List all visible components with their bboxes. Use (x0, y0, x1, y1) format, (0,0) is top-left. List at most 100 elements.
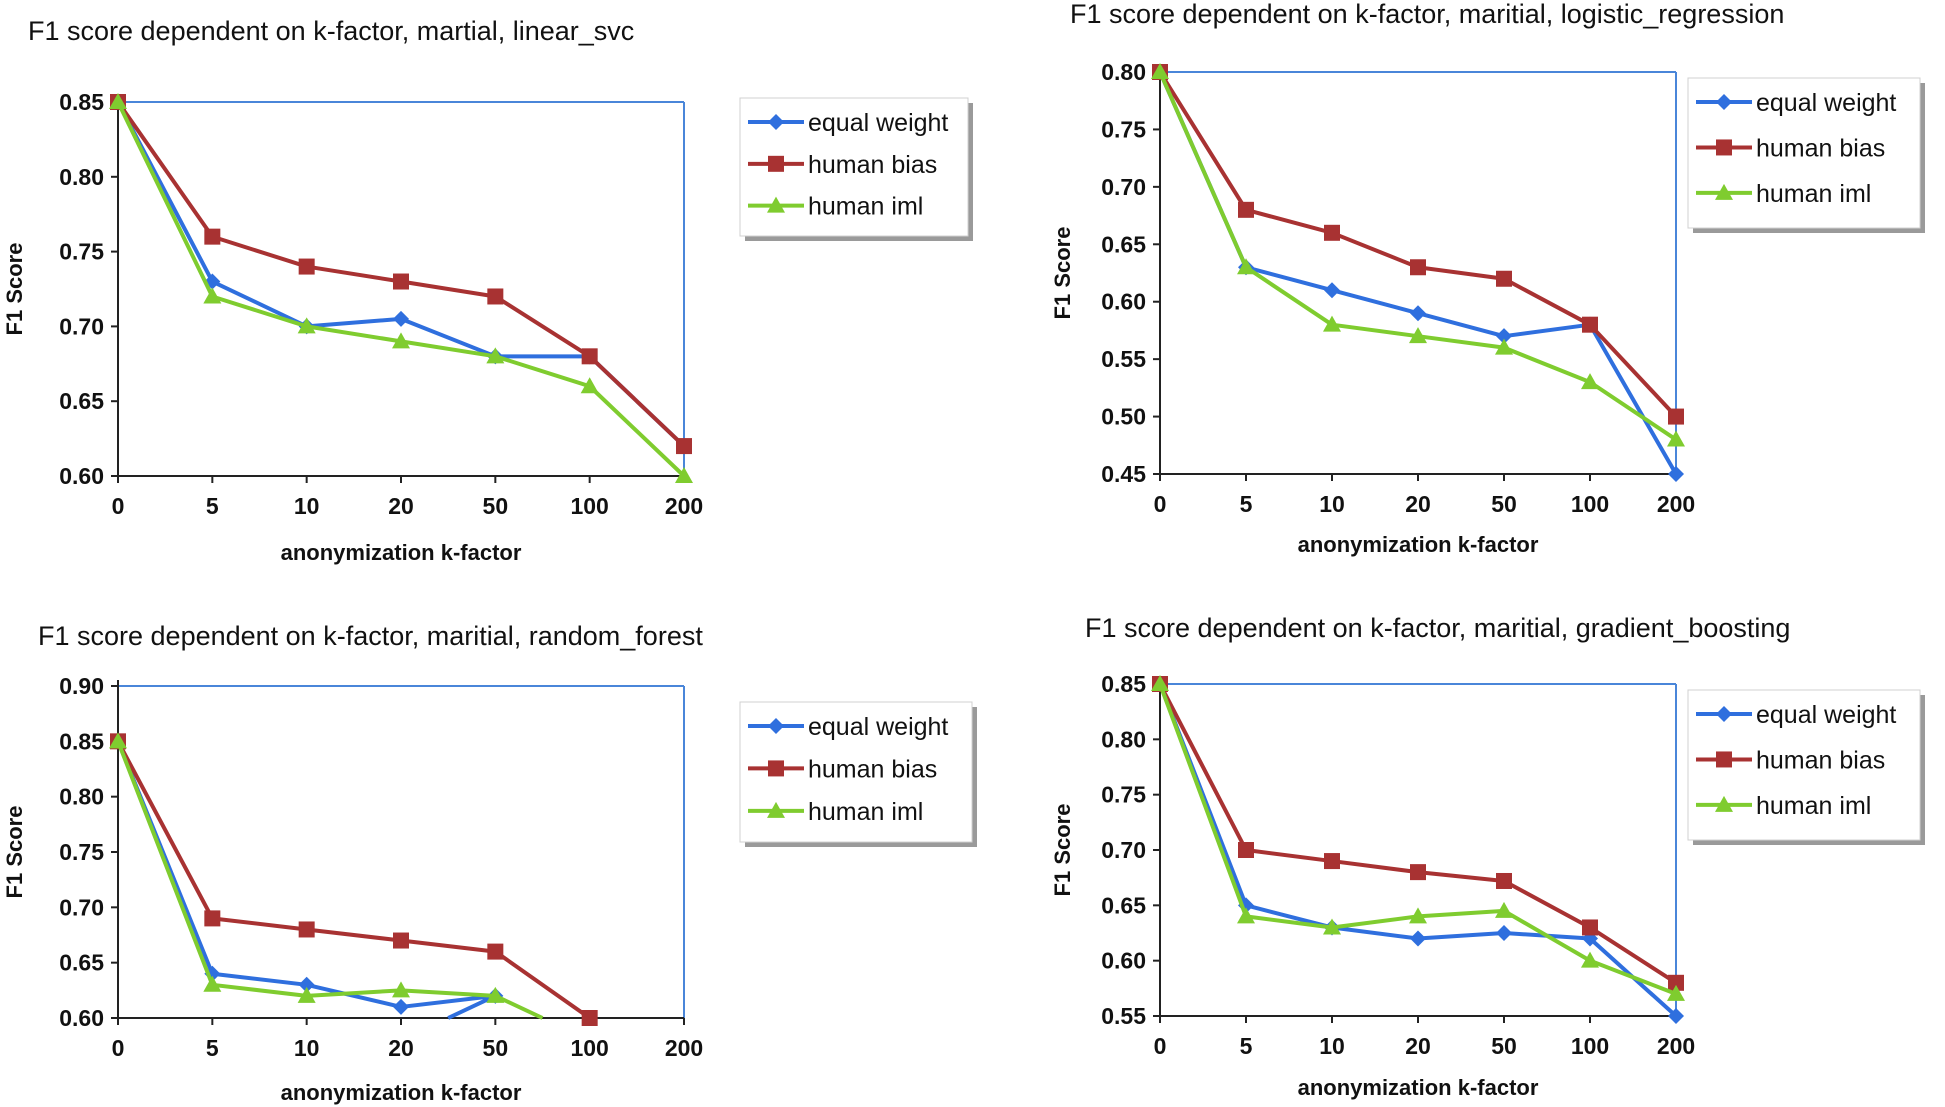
data-point (298, 258, 315, 275)
legend-marker (767, 196, 785, 213)
data-point (1668, 408, 1684, 425)
x-tick-label: 20 (388, 1035, 414, 1061)
data-point (1237, 907, 1255, 924)
legend-label: equal weight (808, 109, 948, 137)
legend-label: equal weight (1756, 89, 1896, 117)
chart-panel-1: F1 score dependent on k-factor, martial,… (2, 16, 973, 565)
legend-marker (1715, 795, 1733, 812)
series-human-iml (1151, 63, 1685, 447)
x-tick-label: 10 (294, 1035, 320, 1061)
y-tick-label: 0.75 (1101, 782, 1146, 808)
y-tick-label: 0.65 (1101, 892, 1146, 918)
data-point (1495, 338, 1513, 355)
y-tick-label: 0.45 (1101, 461, 1146, 487)
x-tick-label: 0 (112, 1035, 125, 1061)
series-human-bias (110, 94, 692, 455)
data-point (1581, 951, 1599, 968)
series-human-iml (1151, 675, 1685, 1001)
y-tick-label: 0.60 (59, 463, 104, 489)
legend-label: equal weight (808, 713, 948, 741)
chart-title: F1 score dependent on k-factor, maritial… (1070, 0, 1784, 29)
x-tick-label: 0 (1154, 491, 1167, 517)
legend-marker (768, 760, 784, 777)
data-point (1324, 282, 1340, 299)
x-tick-label: 100 (570, 493, 608, 519)
legend-marker (767, 801, 785, 818)
data-point (109, 732, 127, 749)
y-tick-label: 0.85 (59, 728, 104, 754)
x-tick-label: 50 (1491, 1033, 1517, 1059)
data-point (1668, 974, 1684, 991)
data-point (298, 921, 315, 938)
data-point (487, 943, 504, 960)
data-point (1237, 258, 1255, 275)
y-tick-label: 0.75 (59, 239, 104, 265)
y-tick-label: 0.60 (1101, 948, 1146, 974)
x-tick-label: 100 (1571, 491, 1609, 517)
legend-marker (1715, 183, 1733, 200)
series-human-iml (109, 732, 544, 1020)
data-point (486, 347, 505, 364)
y-tick-label: 0.85 (59, 89, 104, 115)
x-tick-label: 20 (1405, 1033, 1431, 1059)
data-point (297, 986, 316, 1003)
y-tick-label: 0.80 (59, 784, 104, 810)
legend: equal weight human bias human iml (739, 97, 973, 241)
chart-panel-4: F1 score dependent on k-factor, maritial… (1050, 613, 1925, 1100)
y-tick-label: 0.75 (59, 839, 104, 865)
data-point (1667, 984, 1685, 1001)
y-tick-label: 0.70 (59, 894, 104, 920)
data-point (1582, 919, 1598, 936)
legend-marker (1716, 751, 1732, 768)
y-tick-label: 0.80 (1101, 59, 1146, 85)
data-point (1496, 270, 1512, 287)
legend: equal weight human bias human iml (1687, 689, 1925, 845)
data-point (487, 288, 504, 305)
data-point (1323, 918, 1341, 935)
x-tick-label: 5 (206, 1035, 219, 1061)
x-tick-label: 10 (1319, 491, 1345, 517)
y-tick-label: 0.60 (59, 1005, 104, 1031)
legend-marker (768, 114, 784, 130)
series-human-bias (1152, 64, 1684, 425)
series-human-bias (110, 733, 598, 1026)
data-point (392, 981, 410, 998)
y-tick-label: 0.70 (59, 313, 104, 339)
x-tick-label: 200 (665, 1035, 703, 1061)
x-tick-label: 200 (665, 493, 703, 519)
legend-marker (1716, 139, 1732, 156)
x-tick-label: 0 (1154, 1033, 1167, 1059)
legend-label: human iml (1756, 792, 1871, 820)
y-tick-label: 0.65 (59, 388, 104, 414)
x-tick-label: 5 (206, 493, 219, 519)
series-line (1158, 71, 1678, 442)
legend-marker (768, 155, 784, 172)
data-point (1668, 466, 1684, 482)
data-point (204, 228, 221, 245)
data-point (1323, 315, 1341, 332)
data-point (580, 377, 599, 394)
legend-label: human iml (808, 193, 923, 221)
legend-label: human iml (808, 798, 923, 826)
data-point (581, 348, 598, 365)
data-point (1151, 63, 1169, 79)
data-point (1410, 930, 1426, 947)
legend-label: human bias (1756, 746, 1885, 774)
x-tick-label: 50 (483, 493, 509, 519)
y-axis-label: F1 Score (1050, 227, 1075, 320)
data-point (1410, 305, 1426, 322)
data-point (203, 975, 222, 992)
chart-title: F1 score dependent on k-factor, martial,… (28, 16, 634, 46)
data-point (109, 93, 127, 109)
data-point (1409, 327, 1427, 344)
y-tick-label: 0.65 (1101, 231, 1146, 257)
series-line (116, 740, 498, 1020)
legend-label: human bias (1756, 134, 1885, 162)
legend-label: human bias (808, 151, 937, 179)
x-tick-label: 100 (1571, 1033, 1609, 1059)
legend-label: human iml (1756, 180, 1871, 208)
x-tick-label: 100 (570, 1035, 608, 1061)
series-line (116, 740, 544, 1020)
x-tick-label: 200 (1657, 491, 1695, 517)
y-axis-label: F1 Score (2, 243, 27, 336)
